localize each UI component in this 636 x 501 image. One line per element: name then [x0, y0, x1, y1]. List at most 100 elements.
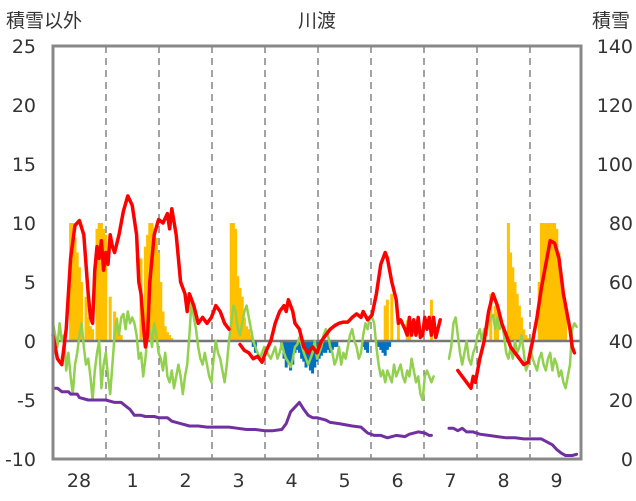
snow-bar [150, 223, 154, 341]
snow-bar [561, 296, 565, 341]
snow-bar [159, 282, 163, 341]
snow-bar [550, 223, 554, 341]
snow-bar [297, 341, 301, 353]
x-tick-label: 9 [550, 470, 562, 492]
snow-bar [511, 267, 515, 341]
x-tick-label: 1 [126, 470, 138, 492]
snow-bar [522, 329, 526, 341]
snow-bar [555, 228, 559, 341]
snow-bar [238, 287, 242, 341]
snow-bar [242, 317, 246, 341]
snow-bar [97, 223, 101, 341]
snow-bar [363, 341, 367, 350]
snow-bar [108, 296, 112, 341]
right-tick-label: 20 [609, 390, 633, 412]
snow-bar [286, 341, 290, 362]
left-tick-label: 25 [12, 36, 36, 58]
snow-bar [564, 311, 568, 341]
plot-frame [51, 44, 583, 461]
series-line-red [238, 250, 442, 364]
snow-bar [163, 326, 167, 341]
snow-bar [513, 282, 517, 341]
snow-bar [324, 341, 328, 353]
x-tick-label: 8 [497, 470, 509, 492]
snow-bar [383, 341, 387, 356]
snow-bar [517, 305, 521, 341]
snow-bar [381, 341, 385, 353]
snow-bar [102, 228, 106, 341]
right-tick-label: 100 [597, 154, 633, 176]
snow-bar [95, 228, 99, 341]
snow-bar [71, 223, 75, 341]
snow-bar [429, 299, 433, 341]
right-axis-label: 積雪 [592, 10, 630, 32]
snow-bar [146, 234, 150, 341]
left-tick-label: 20 [12, 95, 36, 117]
right-tick-label: 120 [597, 95, 633, 117]
snow-bar [104, 234, 108, 341]
series-line-green [447, 313, 578, 390]
snow-bar [559, 276, 563, 341]
snow-bar [524, 335, 528, 341]
series-line-purple [447, 426, 579, 457]
x-tick-label: 5 [338, 470, 350, 492]
left-tick-label: -10 [5, 449, 36, 471]
snow-bar [311, 341, 315, 374]
left-tick-label: 10 [12, 213, 36, 235]
snow-bar [245, 326, 249, 341]
snow-bar [236, 276, 240, 341]
right-tick-labels: 140 120 100 80 60 40 20 0 [597, 36, 633, 471]
snow-bar [115, 317, 119, 341]
snow-bar [113, 311, 117, 341]
snow-bar [143, 246, 147, 341]
snow-bar [396, 317, 400, 341]
snow-bar [388, 341, 392, 347]
snow-bar [289, 341, 293, 371]
snow-bar [86, 317, 90, 341]
snow-bar [385, 341, 389, 350]
snow-bar [300, 341, 304, 359]
snow-bar [168, 335, 172, 341]
snow-bar [75, 252, 79, 341]
snow-bar [249, 335, 253, 341]
chart-title: 川渡 [298, 10, 336, 32]
snow-bar [548, 223, 552, 341]
snow-bar [231, 223, 235, 341]
snow-bar [383, 305, 387, 341]
snow-bar [80, 282, 84, 341]
snow-bar [366, 341, 370, 353]
snow-bar [557, 252, 561, 341]
snow-bar [73, 237, 77, 341]
snow-bar [165, 332, 169, 341]
snow-bar [119, 335, 123, 341]
right-tick-label: 40 [609, 331, 633, 353]
snow-bar [170, 338, 174, 341]
right-tick-label: 60 [609, 272, 633, 294]
snow-bar [407, 326, 411, 341]
snow-bar [84, 296, 88, 341]
series-line-red [51, 194, 231, 367]
left-axis-label: 積雪以外 [6, 10, 82, 32]
snow-bar [515, 293, 519, 341]
x-tick-label: 3 [232, 470, 244, 492]
snow-bar [229, 223, 233, 341]
x-tick-label: 4 [285, 470, 297, 492]
grid-lines [105, 46, 531, 459]
snow-bar [322, 341, 326, 353]
right-tick-label: 140 [597, 36, 633, 58]
snow-bar [304, 341, 308, 368]
left-tick-label: 15 [12, 154, 36, 176]
snow-bar [520, 317, 524, 341]
snow-bar [234, 228, 238, 341]
snow-bar [313, 341, 317, 368]
snow-bar [330, 341, 334, 350]
series-line-purple [51, 386, 433, 440]
left-tick-labels: 25 20 15 10 5 0 -5 -10 [5, 36, 36, 471]
x-tick-label: 2 [179, 470, 191, 492]
snow-bar [333, 341, 337, 347]
snow-bar [152, 228, 156, 341]
left-tick-label: 5 [24, 272, 36, 294]
snow-bar [509, 252, 513, 341]
snow-bar [553, 223, 557, 341]
